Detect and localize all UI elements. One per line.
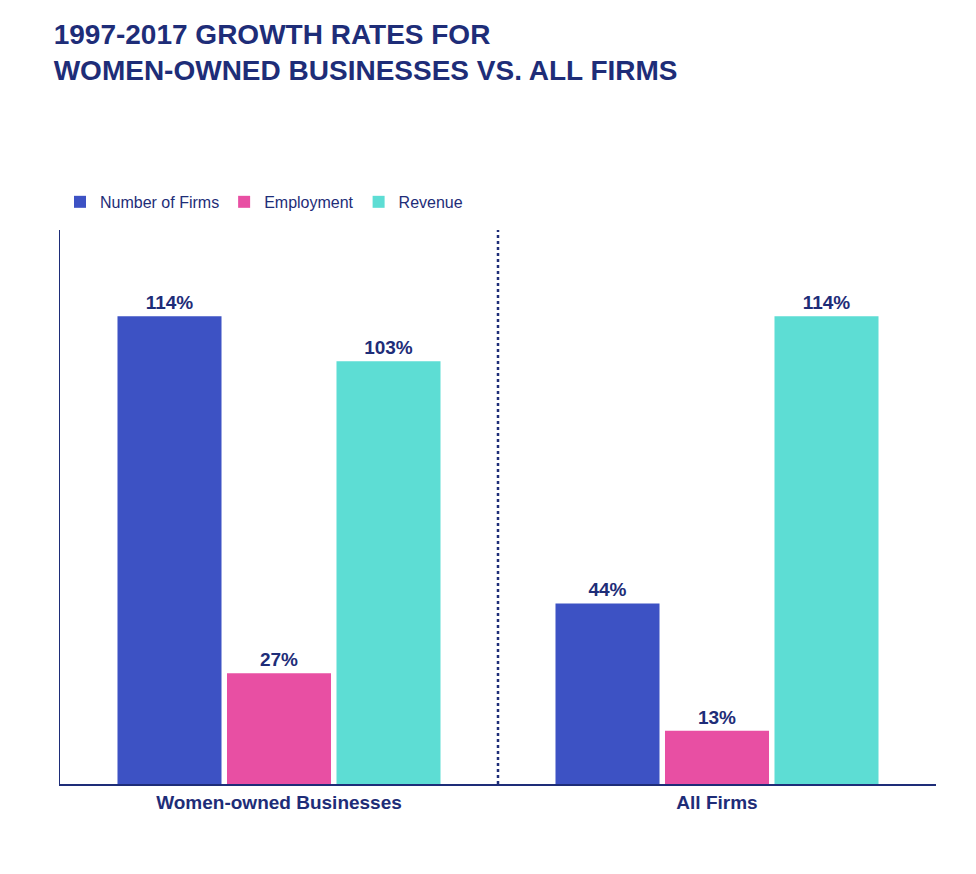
svg-text:All Firms: All Firms bbox=[676, 792, 757, 813]
svg-text:Women-owned Businesses: Women-owned Businesses bbox=[156, 792, 402, 813]
svg-text:Employment: Employment bbox=[264, 194, 353, 211]
svg-text:13%: 13% bbox=[698, 707, 736, 728]
svg-text:Number of Firms: Number of Firms bbox=[100, 194, 219, 211]
svg-text:27%: 27% bbox=[260, 649, 298, 670]
svg-text:1997-2017 GROWTH RATES FORWOME: 1997-2017 GROWTH RATES FORWOMEN-OWNED BU… bbox=[54, 19, 678, 86]
svg-text:103%: 103% bbox=[364, 337, 413, 358]
svg-text:114%: 114% bbox=[146, 292, 194, 313]
svg-text:114%: 114% bbox=[803, 292, 851, 313]
svg-text:Revenue: Revenue bbox=[399, 194, 463, 211]
svg-text:44%: 44% bbox=[588, 579, 626, 600]
